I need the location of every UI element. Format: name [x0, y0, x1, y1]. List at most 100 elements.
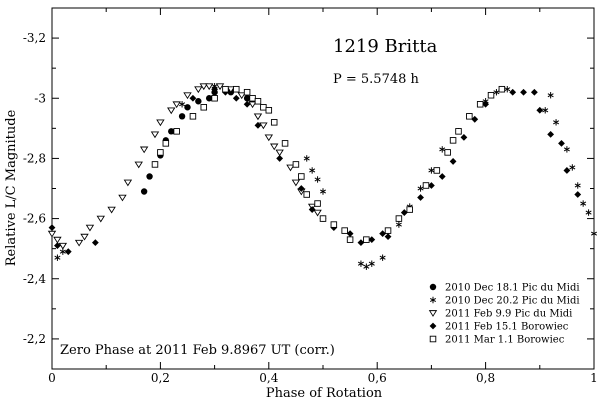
data-point [200, 104, 208, 111]
data-point [422, 182, 430, 189]
data-point [574, 191, 582, 198]
data-point [53, 236, 62, 244]
data-point [199, 83, 208, 91]
data-point [487, 91, 495, 99]
data-point [156, 119, 165, 127]
data-point [563, 146, 570, 153]
data-point [536, 106, 544, 114]
data-point [123, 179, 133, 187]
data-point [357, 260, 364, 267]
data-point [395, 221, 402, 228]
data-point [47, 230, 57, 238]
data-point [363, 263, 370, 270]
data-point [346, 236, 354, 243]
data-point [330, 221, 338, 228]
data-point [281, 140, 289, 147]
data-point [179, 101, 186, 108]
data-point [449, 137, 457, 144]
data-point [168, 128, 175, 135]
data-point [438, 173, 446, 180]
data-point [286, 164, 295, 172]
legend-marker [429, 283, 437, 291]
data-point [498, 85, 506, 93]
data-point [297, 185, 305, 192]
data-point [54, 242, 61, 250]
data-point [303, 155, 310, 162]
data-point [260, 104, 267, 111]
data-point [574, 182, 581, 189]
legend-marker [428, 310, 438, 317]
x-tick-label: 0,8 [476, 371, 495, 385]
y-tick-label: -3,2 [23, 31, 46, 45]
data-point [215, 83, 225, 91]
y-tick-label: -3 [34, 91, 46, 105]
data-point [417, 194, 424, 201]
data-point [270, 143, 279, 151]
data-point [520, 88, 527, 96]
legend-label: 2011 Feb 9.9 Pic du Midi [445, 309, 572, 320]
data-point [585, 209, 592, 216]
data-point [265, 107, 273, 114]
data-point [195, 98, 202, 105]
data-point [254, 121, 262, 129]
data-point [346, 230, 354, 238]
data-point [303, 191, 310, 198]
data-point [455, 128, 462, 135]
data-point [107, 206, 116, 214]
data-point [395, 215, 403, 222]
data-point [547, 92, 554, 99]
y-tick-label: -2,2 [23, 332, 46, 346]
data-point [264, 134, 274, 142]
data-point [368, 260, 375, 267]
x-axis-title: Phase of Rotation [266, 386, 383, 400]
data-point [433, 167, 441, 174]
data-point [379, 230, 387, 238]
data-point [248, 101, 257, 109]
data-point [292, 161, 300, 168]
data-point [379, 254, 386, 261]
data-point [493, 89, 500, 96]
data-point [150, 131, 160, 139]
data-point [482, 100, 489, 108]
legend-marker [429, 335, 437, 343]
x-tick-label: 0,4 [259, 371, 278, 385]
data-point [48, 224, 56, 232]
data-point [254, 98, 262, 105]
legend-label: 2010 Dec 18.1 Pic du Midi [445, 283, 580, 294]
data-point [167, 107, 176, 115]
data-point [504, 86, 511, 93]
data-point [173, 128, 180, 135]
data-point [249, 94, 256, 102]
data-point [237, 92, 246, 100]
data-point [363, 236, 370, 243]
data-point [162, 140, 170, 147]
legend: 2010 Dec 18.1 Pic du Midi 2010 Dec 20.2 P… [428, 283, 580, 346]
data-point [243, 88, 251, 96]
x-tick-label: 0,6 [368, 371, 387, 385]
x-tick-label: 1 [590, 371, 598, 385]
data-point [211, 85, 218, 93]
data-point [80, 233, 89, 241]
data-point [466, 113, 473, 120]
data-point [400, 209, 408, 216]
data-point [341, 227, 348, 234]
data-point [222, 85, 229, 93]
data-point [471, 115, 479, 123]
x-tick-label: 0,2 [151, 371, 170, 385]
data-point [558, 139, 565, 147]
data-point [184, 104, 191, 111]
data-point [189, 94, 197, 102]
data-point [590, 230, 598, 237]
data-point [580, 200, 587, 207]
data-point [476, 101, 484, 108]
y-tick-label: -2,4 [23, 272, 47, 286]
data-point [309, 167, 316, 174]
data-point [151, 161, 159, 168]
legend-label: 2010 Dec 20.2 Pic du Midi [445, 296, 580, 307]
y-axis-title: Relative L/C Magnitude [4, 109, 19, 266]
data-point [232, 94, 240, 102]
data-point [314, 176, 321, 183]
data-point [64, 248, 72, 256]
data-point [146, 173, 153, 180]
data-point [384, 227, 392, 234]
